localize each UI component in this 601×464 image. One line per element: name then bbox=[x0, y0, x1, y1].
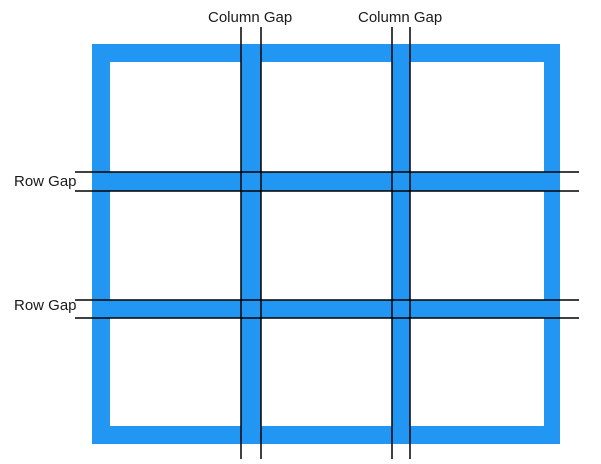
grid-cell bbox=[261, 318, 392, 426]
grid-cell bbox=[110, 318, 241, 426]
grid-cell bbox=[410, 318, 544, 426]
row-gap-label: Row Gap bbox=[14, 297, 77, 314]
grid-cell bbox=[261, 62, 392, 172]
grid-cell bbox=[410, 62, 544, 172]
row-gap-label: Row Gap bbox=[14, 173, 77, 190]
column-gap-label: Column Gap bbox=[208, 9, 293, 26]
column-gap-label: Column Gap bbox=[358, 9, 443, 26]
grid-cell bbox=[261, 191, 392, 300]
grid-cell bbox=[110, 62, 241, 172]
grid-cell bbox=[110, 191, 241, 300]
grid-cell bbox=[410, 191, 544, 300]
